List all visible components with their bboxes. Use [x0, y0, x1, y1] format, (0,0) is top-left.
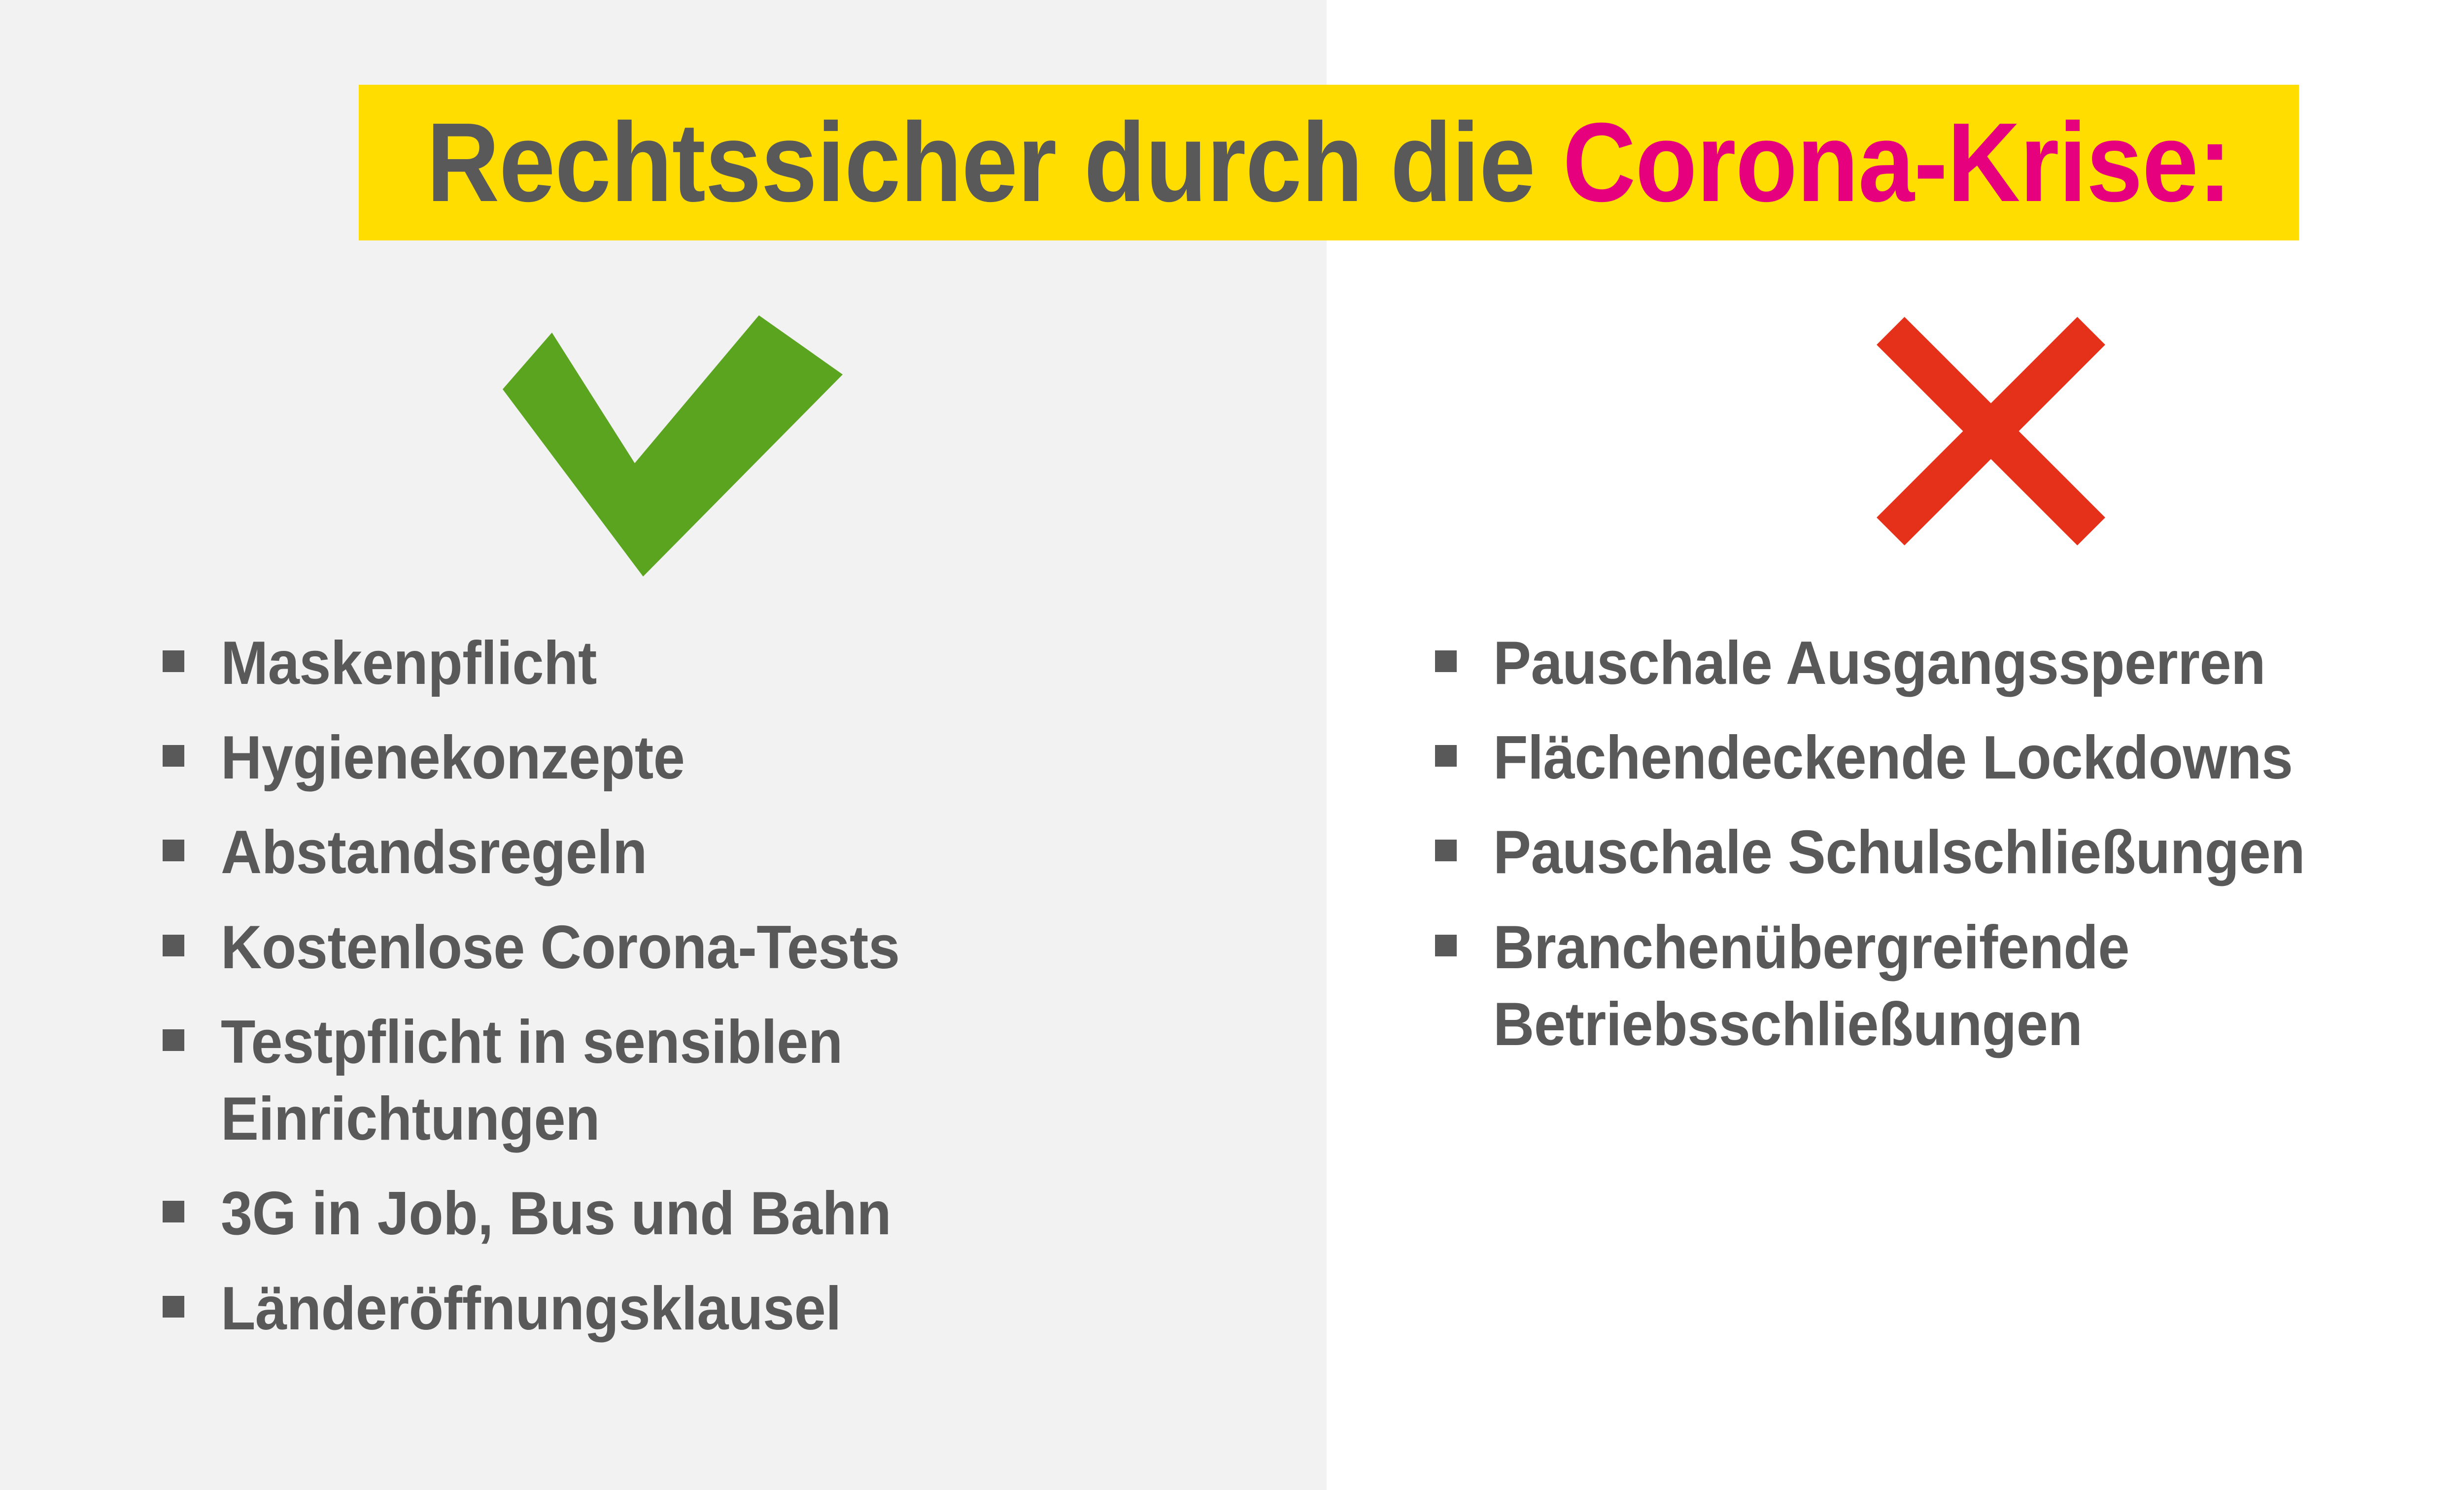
square-bullet-icon [163, 1029, 184, 1051]
forbidden-measures-list: Pauschale Ausgangssperren Flächendeckend… [1435, 625, 2464, 1081]
list-item: Pauschale Ausgangssperren [1435, 625, 2464, 702]
list-item-label: Länderöffnungsklausel [221, 1274, 841, 1343]
left-panel-background [0, 0, 1327, 1490]
title-banner: Rechtssicher durch die Corona-Krise: [359, 85, 2299, 240]
square-bullet-icon [1435, 650, 1457, 672]
right-panel-background [1327, 0, 2464, 1490]
list-item: Pauschale Schulschließungen [1435, 814, 2464, 891]
list-item-label: Branchenübergreifende Betriebsschließung… [1493, 913, 2130, 1058]
list-item: Kostenlose Corona-Tests [163, 909, 1271, 986]
list-item-label: Maskenpflicht [221, 629, 597, 697]
square-bullet-icon [1435, 840, 1457, 862]
list-item: Abstandsregeln [163, 814, 1271, 891]
square-bullet-icon [163, 1201, 184, 1223]
list-item-label: Pauschale Schulschließungen [1493, 818, 2305, 887]
title-text-highlight: Corona-Krise: [1563, 100, 2231, 225]
list-item-label: Pauschale Ausgangssperren [1493, 629, 2266, 697]
list-item-label: 3G in Job, Bus und Bahn [221, 1180, 891, 1248]
title-text-primary: Rechtssicher durch die [426, 100, 1563, 225]
square-bullet-icon [163, 650, 184, 672]
square-bullet-icon [163, 840, 184, 862]
square-bullet-icon [163, 934, 184, 956]
list-item: 3G in Job, Bus und Bahn [163, 1175, 1271, 1252]
square-bullet-icon [163, 745, 184, 767]
list-item: Branchenübergreifende Betriebsschließung… [1435, 909, 2464, 1063]
list-item-label: Testpflicht in sensiblen Einrichtungen [221, 1008, 843, 1153]
list-item: Testpflicht in sensiblen Einrichtungen [163, 1004, 1271, 1157]
square-bullet-icon [1435, 745, 1457, 767]
square-bullet-icon [1435, 934, 1457, 956]
cross-mark-icon [1863, 303, 2119, 559]
list-item-label: Abstandsregeln [221, 818, 647, 887]
page-title: Rechtssicher durch die Corona-Krise: [426, 106, 2231, 219]
allowed-measures-list: Maskenpflicht Hygienekonzepte Abstandsre… [163, 625, 1271, 1365]
list-item-label: Flächendeckende Lockdowns [1493, 724, 2293, 792]
list-item-label: Kostenlose Corona-Tests [221, 913, 900, 982]
square-bullet-icon [163, 1295, 184, 1318]
list-item: Maskenpflicht [163, 625, 1271, 702]
check-mark-icon [503, 315, 843, 576]
list-item-label: Hygienekonzepte [221, 724, 685, 792]
list-item: Hygienekonzepte [163, 719, 1271, 796]
list-item: Flächendeckende Lockdowns [1435, 719, 2464, 796]
list-item: Länderöffnungsklausel [163, 1270, 1271, 1347]
